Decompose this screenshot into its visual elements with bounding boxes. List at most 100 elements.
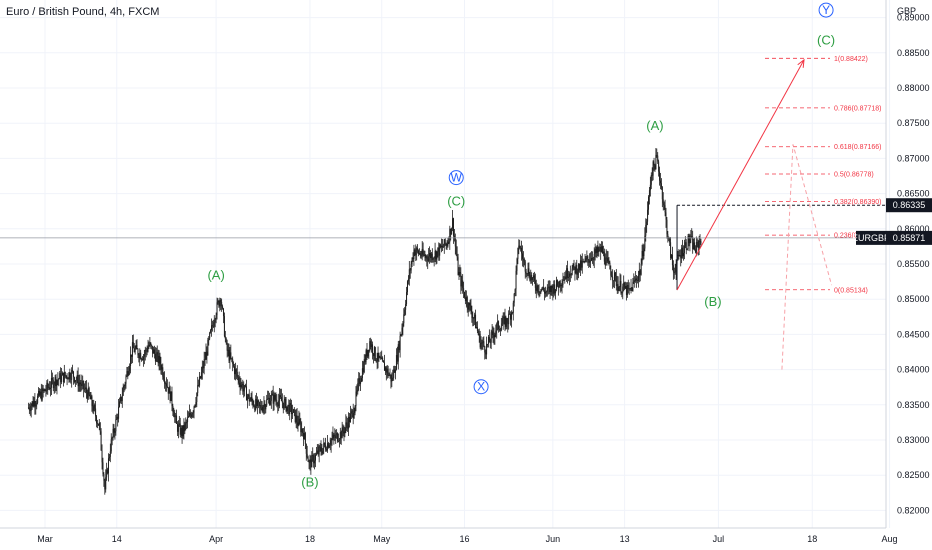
candle-body	[481, 342, 483, 344]
candle-body	[69, 372, 71, 379]
price-tick-label: 0.89000	[897, 13, 930, 23]
candle-body	[555, 289, 557, 294]
candle-body	[589, 260, 591, 263]
candle-body	[606, 257, 608, 259]
candle-body	[465, 297, 467, 301]
candle-body	[64, 372, 66, 376]
candle-body	[619, 281, 621, 288]
candle-body	[169, 387, 171, 401]
candle-body	[603, 251, 605, 262]
candle-body	[453, 235, 455, 239]
candle-body	[272, 393, 274, 404]
candle-body	[511, 312, 513, 314]
candle-body	[383, 360, 385, 363]
candle-body	[56, 380, 58, 387]
candle-body	[326, 443, 328, 451]
candle-body	[666, 219, 668, 235]
candle-body	[168, 387, 170, 394]
candle-body	[627, 285, 629, 289]
candle-body	[445, 243, 447, 245]
candle-body	[564, 276, 566, 280]
candle-body	[424, 255, 426, 258]
candle-body	[333, 434, 335, 437]
candle-body	[141, 358, 143, 360]
candle-body	[516, 258, 518, 271]
candle-body	[491, 331, 493, 333]
candle-body	[49, 387, 51, 390]
candle-body	[205, 351, 207, 360]
candle-body	[634, 280, 636, 282]
candle-body	[76, 375, 78, 380]
candle-body	[234, 369, 236, 375]
candle-body	[129, 366, 131, 372]
candle-body	[559, 281, 561, 287]
candle-body	[621, 292, 623, 294]
candle-body	[232, 359, 234, 364]
candle-body	[650, 175, 652, 185]
candle-body	[389, 374, 391, 376]
candle-body	[510, 314, 512, 320]
candle-body	[121, 395, 123, 402]
candle-body	[437, 247, 439, 252]
candle-body	[513, 293, 515, 303]
candle-body	[153, 349, 155, 354]
candle-body	[179, 423, 181, 435]
candle-body	[483, 341, 485, 347]
candle-body	[659, 180, 661, 184]
candle-body	[236, 371, 238, 377]
candle-body	[527, 268, 529, 275]
level-badge	[886, 198, 932, 213]
candle-body	[628, 288, 630, 290]
time-axis[interactable]: Mar 14 Apr 18 May 16 Jun 13 Jul 18 Aug	[37, 534, 897, 544]
candle-body	[602, 251, 604, 254]
candle-body	[167, 387, 169, 394]
candle-body	[602, 246, 604, 254]
candle-body	[38, 390, 40, 396]
candle-body	[207, 340, 209, 356]
candle-body	[379, 357, 381, 359]
candle-body	[630, 287, 632, 289]
candle-body	[81, 382, 83, 386]
candle-body	[687, 236, 689, 249]
candle-body	[415, 252, 417, 256]
candle-body	[646, 221, 648, 226]
candle-body	[371, 344, 373, 348]
candle-body	[398, 344, 400, 351]
candle-body	[298, 418, 300, 426]
candle-body	[595, 249, 597, 253]
candle-body	[468, 302, 470, 310]
candle-body	[672, 265, 674, 272]
candle-body	[176, 423, 178, 432]
candle-body	[412, 257, 414, 260]
candle-body	[587, 256, 589, 260]
candle-body	[685, 242, 687, 250]
price-badge	[886, 230, 932, 245]
candle-body	[609, 262, 611, 270]
candle-body	[235, 369, 237, 372]
candle-body	[521, 247, 523, 254]
candle-body	[225, 338, 227, 344]
candle-body	[429, 253, 431, 257]
candle-body	[529, 276, 531, 281]
candle-body	[198, 384, 200, 386]
candle-body	[279, 395, 281, 401]
candle-body	[113, 428, 115, 433]
candle-body	[680, 255, 682, 259]
candle-body	[346, 422, 348, 425]
candle-body	[73, 371, 75, 378]
candle-body	[394, 369, 396, 373]
candle-body	[195, 402, 197, 405]
wave-label: (B)	[301, 474, 318, 489]
candle-body	[700, 241, 702, 244]
candle-body	[211, 325, 213, 327]
candle-body	[441, 245, 443, 248]
candle-body	[320, 447, 322, 452]
candle-body	[51, 377, 53, 380]
candle-body	[568, 273, 570, 277]
candle-body	[629, 288, 631, 290]
candle-body	[547, 287, 549, 289]
candle-body	[291, 412, 293, 415]
candle-body	[497, 321, 499, 324]
candle-body	[314, 454, 316, 461]
